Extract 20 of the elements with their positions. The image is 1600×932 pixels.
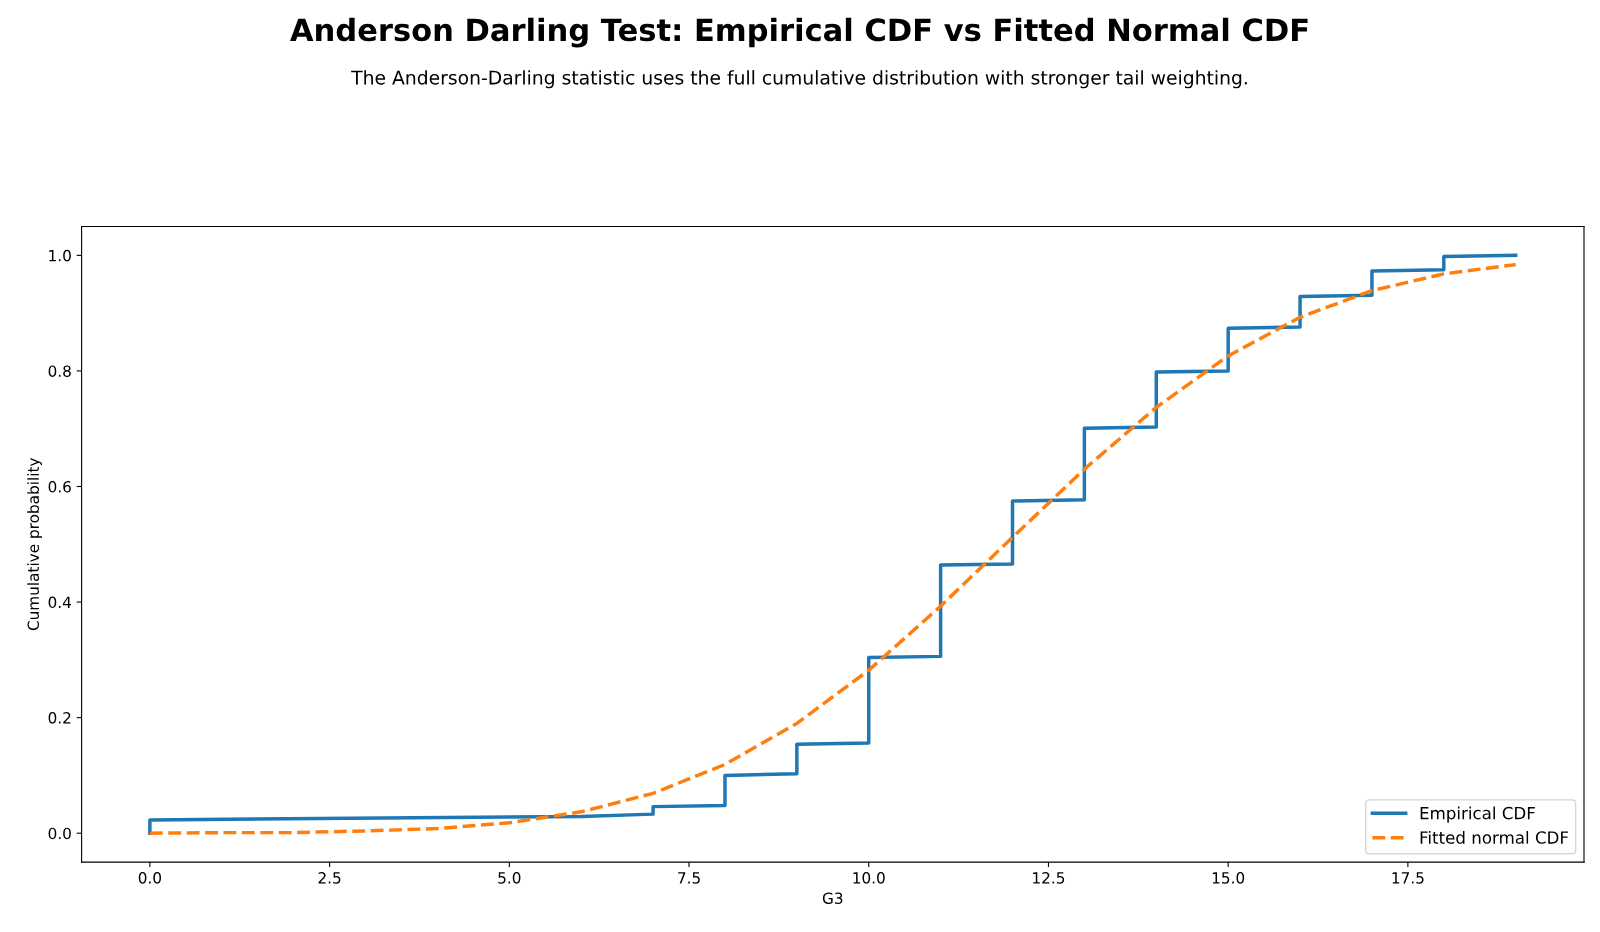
x-tick-label: 0.0	[138, 872, 162, 884]
x-tick-label: 17.5	[1392, 872, 1424, 884]
y-tick-label: 0.8	[48, 365, 71, 377]
chart-title: Anderson Darling Test: Empirical CDF vs Fitted Normal CDF	[290, 17, 1308, 48]
x-axis-title: G3	[822, 892, 843, 904]
y-tick-label: 0.0	[48, 827, 71, 840]
legend-label: Empirical CDF	[1420, 806, 1535, 823]
y-tick-label: 0.4	[48, 596, 72, 609]
y-tick-label: 1.0	[49, 249, 71, 262]
y-axis-title: Cumulative probability	[27, 457, 43, 631]
x-tick-label: 10.0	[853, 872, 885, 884]
x-tick-label: 15.0	[1212, 872, 1245, 884]
y-tick-label: 0.6	[48, 480, 71, 493]
x-tick-label: 12.5	[1033, 872, 1065, 884]
chart-subtitle: The Anderson-Darling statistic uses the full cumulative distribution with stronger tail weighting.	[351, 70, 1247, 89]
y-tick-label: 0.2	[48, 712, 71, 724]
x-tick-label: 2.5	[318, 872, 341, 884]
legend-label: Fitted normal CDF	[1420, 830, 1569, 844]
x-tick-label: 5.0	[498, 872, 521, 884]
x-tick-label: 7.5	[678, 872, 700, 884]
